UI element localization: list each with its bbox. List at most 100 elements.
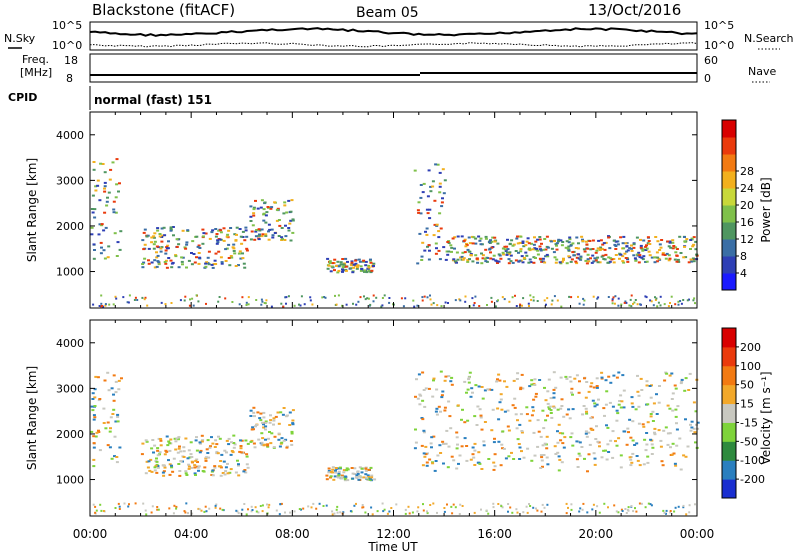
echo-cell: [155, 256, 159, 259]
echo-cell: [637, 394, 641, 397]
echo-cell: [262, 426, 266, 429]
echo-cell: [603, 248, 607, 251]
beam-title: Beam 05: [356, 5, 419, 21]
ground-scatter-cell: [422, 509, 425, 512]
echo-cell: [195, 256, 198, 259]
echo-cell: [421, 241, 425, 244]
echo-cell: [291, 419, 295, 422]
ground-scatter-cell: [647, 502, 650, 505]
ground-scatter-cell: [623, 301, 626, 304]
echo-cell: [596, 256, 600, 259]
echo-cell: [589, 257, 592, 260]
echo-cell: [569, 260, 573, 263]
echo-cell: [651, 410, 655, 413]
echo-cell: [672, 452, 676, 455]
echo-cell: [364, 467, 368, 470]
echo-cell: [470, 387, 474, 390]
echo-cell: [327, 471, 331, 474]
echo-cell: [555, 258, 559, 261]
noise-sky-label: N.Sky: [4, 32, 36, 45]
echo-cell: [435, 407, 439, 410]
echo-cell: [570, 387, 574, 390]
echo-cell: [244, 439, 248, 442]
ground-scatter-cell: [136, 299, 139, 301]
ground-scatter-cell: [677, 300, 680, 303]
echo-cell: [145, 235, 149, 238]
echo-cell: [493, 240, 497, 243]
echo-cell: [634, 259, 638, 262]
echo-cell: [663, 379, 667, 382]
x-tick-label: 20:00: [579, 527, 614, 541]
echo-cell: [463, 380, 467, 383]
echo-cell: [518, 423, 522, 426]
echo-cell: [442, 192, 446, 195]
echo-cell: [164, 262, 168, 265]
echo-cell: [280, 227, 284, 229]
echo-cell: [512, 243, 516, 246]
echo-cell: [168, 442, 172, 445]
ground-scatter-cell: [205, 302, 207, 305]
echo-cell: [601, 243, 605, 246]
echo-cell: [559, 439, 563, 442]
echo-cell: [643, 438, 647, 441]
ground-scatter-cell: [617, 511, 620, 514]
ground-scatter-cell: [597, 296, 600, 299]
echo-cell: [155, 251, 158, 254]
echo-cell: [197, 244, 201, 247]
ground-scatter-cell: [402, 305, 405, 308]
ground-scatter-cell: [241, 508, 244, 511]
ground-scatter-cell: [586, 511, 589, 514]
echo-cell: [115, 183, 119, 186]
echo-cell: [356, 264, 360, 267]
echo-cell: [234, 471, 238, 474]
ground-scatter-cell: [100, 509, 103, 512]
echo-cell: [245, 453, 249, 456]
echo-cell: [530, 242, 533, 245]
echo-cell: [662, 429, 666, 432]
echo-cell: [245, 463, 249, 466]
echo-cell: [557, 238, 561, 241]
ground-scatter-cell: [247, 303, 250, 306]
ground-scatter-cell: [596, 297, 599, 300]
ground-scatter-cell: [492, 502, 495, 505]
echo-cell: [426, 212, 430, 215]
echo-cell: [442, 462, 445, 465]
echo-cell: [439, 410, 442, 413]
echo-cell: [485, 260, 489, 263]
ground-scatter-cell: [545, 303, 547, 306]
ground-scatter-cell: [625, 301, 628, 304]
echo-cell: [622, 247, 626, 250]
ground-scatter-cell: [478, 305, 481, 307]
echo-cell: [177, 436, 181, 439]
ground-scatter-cell: [195, 294, 198, 297]
echo-cell: [520, 373, 524, 376]
echo-cell: [261, 437, 265, 440]
ground-scatter-cell: [102, 305, 105, 308]
echo-cell: [251, 224, 255, 227]
power-colorbar-label: Power [dB]: [759, 177, 773, 242]
echo-cell: [112, 200, 116, 203]
echo-cell: [645, 384, 649, 387]
echo-cell: [630, 244, 633, 247]
echo-cell: [584, 259, 588, 262]
echo-cell: [692, 260, 696, 263]
echo-cell: [561, 432, 565, 435]
ground-scatter-cell: [257, 511, 260, 514]
echo-cell: [197, 252, 201, 254]
echo-cell: [364, 260, 368, 263]
echo-cell: [686, 445, 690, 448]
ground-scatter-cell: [341, 304, 344, 307]
echo-cell: [427, 244, 431, 247]
echo-cell: [337, 474, 341, 477]
echo-cell: [657, 429, 661, 432]
echo-cell: [536, 445, 540, 448]
echo-cell: [648, 385, 652, 387]
echo-cell: [287, 199, 291, 202]
echo-cell: [329, 476, 332, 479]
echo-cell: [483, 389, 487, 392]
echo-cell: [628, 418, 632, 421]
ground-scatter-cell: [198, 508, 201, 511]
echo-cell: [215, 452, 219, 455]
echo-cell: [257, 234, 261, 237]
echo-cell: [256, 207, 260, 210]
